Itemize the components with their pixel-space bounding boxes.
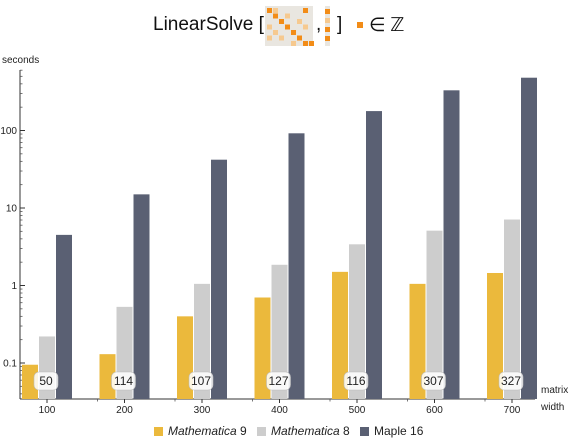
y-tick-label: 1 [11, 281, 17, 292]
title-comma: , [316, 14, 322, 35]
matrix-cell [303, 8, 308, 13]
matrix-cell [303, 41, 308, 46]
matrix-cell [303, 24, 308, 30]
ratio-label: 50 [39, 374, 53, 388]
title-close: ] [337, 14, 343, 35]
matrix-cell [273, 30, 278, 35]
matrix-cell [285, 13, 290, 19]
matrix-cell [273, 13, 278, 19]
bar-mathematica-9 [487, 272, 503, 399]
matrix-cell [291, 30, 296, 35]
legend-label-italic: Mathematica [271, 424, 340, 438]
bar-maple-16 [56, 234, 72, 399]
x-tick-label: 200 [116, 405, 133, 416]
bar-maple-16 [211, 159, 227, 399]
vector-icon [325, 6, 330, 46]
ratio-label-box [498, 371, 524, 391]
y-axis-label: seconds [2, 55, 40, 66]
x-tick-label: 400 [271, 405, 288, 416]
ratio-label: 107 [191, 374, 211, 388]
title-prefix: LinearSolve [ [153, 14, 264, 35]
ratio-label: 307 [423, 374, 443, 388]
bar-mathematica-9 [409, 283, 426, 399]
ratio-label: 116 [346, 374, 365, 388]
bar-mathematica-8 [349, 244, 365, 399]
chart-title: LinearSolve [ , ] ∈ ℤ [0, 6, 576, 46]
matrix-cell [309, 41, 314, 46]
legend-label-rest: 8 [339, 424, 350, 438]
title-member: ∈ ℤ [369, 15, 405, 36]
ratio-label: 327 [501, 374, 521, 388]
x-tick-label: 300 [194, 405, 211, 416]
bar-mathematica-9 [99, 354, 116, 399]
ratio-label-box [266, 371, 291, 391]
bar-maple-16 [366, 111, 382, 399]
matrix-cell [279, 19, 284, 24]
legend-swatch [154, 426, 163, 436]
ratio-label-box [111, 371, 136, 391]
ratio-label-box [188, 371, 214, 391]
ratio-label-box [421, 371, 446, 391]
x-tick-label: 100 [39, 405, 56, 416]
matrix-cell [273, 8, 278, 13]
ratio-label: 114 [114, 374, 133, 388]
y-tick-label: 100 [0, 126, 17, 137]
bar-maple-16 [288, 133, 305, 399]
x-tick-label: 600 [426, 405, 443, 416]
ratio-label: 127 [268, 374, 288, 388]
matrix-cell [267, 35, 272, 41]
legend: Mathematica 9 Mathematica 8 Maple 16 [0, 424, 576, 444]
ratio-label-box [343, 371, 369, 391]
bar-mathematica-9 [254, 297, 271, 399]
matrix-cell [297, 19, 302, 24]
bar-mathematica-8 [194, 283, 210, 399]
matrix-cell [297, 35, 302, 41]
legend-swatch [360, 426, 369, 436]
legend-item-mathematica-8: Mathematica 8 [257, 424, 350, 438]
matrix-cell [267, 24, 272, 30]
y-tick-label: 10 [6, 204, 18, 215]
matrix-cell [285, 24, 290, 30]
ratio-label-box [33, 371, 59, 391]
y-tick-label: 0.1 [3, 359, 17, 370]
matrix-cell [291, 41, 296, 46]
x-axis-label: matrix width [541, 385, 569, 413]
bar-mathematica-8 [271, 264, 288, 399]
bar-mathematica-9 [22, 364, 38, 399]
bar-maple-16 [521, 77, 537, 400]
matrix-cell [267, 8, 272, 13]
legend-label-rest: 9 [236, 424, 247, 438]
bar-mathematica-8 [504, 219, 520, 399]
bar-maple-16 [443, 90, 460, 399]
orange-square-icon [357, 22, 363, 28]
legend-item-mathematica-9: Mathematica 9 [154, 424, 247, 438]
x-tick-label: 700 [504, 405, 521, 416]
legend-item-maple-16: Maple 16 [360, 424, 423, 438]
bar-maple-16 [133, 194, 150, 399]
matrix-icon [265, 6, 314, 46]
legend-swatch [257, 426, 266, 436]
bar-mathematica-8 [426, 230, 443, 399]
legend-label-italic: Mathematica [168, 424, 237, 438]
bar-mathematica-9 [332, 271, 348, 399]
x-tick-label: 500 [349, 405, 366, 416]
legend-label-rest: Maple 16 [374, 424, 424, 438]
matrix-cell [279, 35, 284, 41]
